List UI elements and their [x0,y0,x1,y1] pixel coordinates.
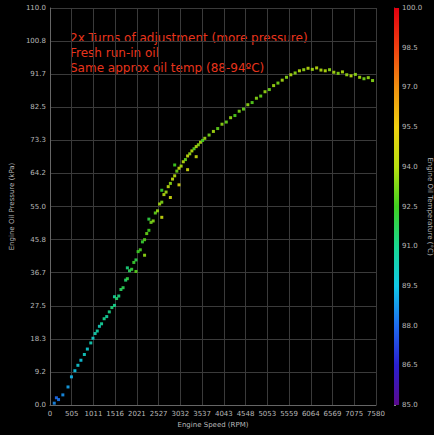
svg-text:100.0: 100.0 [402,4,422,12]
svg-text:85.0: 85.0 [402,401,418,409]
svg-text:505: 505 [65,410,78,418]
svg-text:7075: 7075 [345,410,363,418]
svg-text:2x Turns of adjustment (more p: 2x Turns of adjustment (more pressure) [70,31,308,45]
svg-text:3537: 3537 [193,410,211,418]
svg-text:0.0: 0.0 [35,401,46,409]
svg-text:Engine Speed (RPM): Engine Speed (RPM) [177,421,248,429]
svg-text:94.0: 94.0 [402,163,418,171]
svg-text:18.3: 18.3 [30,335,46,343]
svg-text:91.0: 91.0 [402,242,418,250]
svg-text:97.0: 97.0 [402,83,418,91]
svg-text:82.5: 82.5 [30,103,46,111]
svg-text:92.5: 92.5 [402,203,418,211]
svg-text:4548: 4548 [237,410,255,418]
svg-text:6569: 6569 [324,410,342,418]
svg-text:Engine Oil Pressure (kPa): Engine Oil Pressure (kPa) [8,162,16,250]
svg-text:36.7: 36.7 [30,269,46,277]
svg-text:1516: 1516 [106,410,124,418]
svg-text:9.2: 9.2 [35,368,46,376]
svg-text:45.8: 45.8 [30,236,46,244]
svg-text:100.8: 100.8 [26,37,46,45]
svg-text:Fresh run-in oil: Fresh run-in oil [70,46,159,60]
svg-text:98.5: 98.5 [402,44,418,52]
svg-text:110.0: 110.0 [26,4,46,12]
svg-text:4043: 4043 [215,410,233,418]
svg-text:73.3: 73.3 [30,136,46,144]
svg-text:86.5: 86.5 [402,361,418,369]
svg-text:3032: 3032 [171,410,189,418]
svg-text:64.2: 64.2 [30,169,46,177]
svg-text:88.0: 88.0 [402,322,418,330]
svg-text:2527: 2527 [150,410,168,418]
svg-text:6064: 6064 [302,410,320,418]
svg-text:95.5: 95.5 [402,123,418,131]
svg-text:Engine Oil Temperature (°C): Engine Oil Temperature (°C) [426,157,434,256]
svg-text:1011: 1011 [85,410,103,418]
svg-text:Same approx oil temp (88-94ºC): Same approx oil temp (88-94ºC) [70,61,264,75]
svg-text:5559: 5559 [280,410,298,418]
svg-text:0: 0 [48,410,52,418]
svg-text:5053: 5053 [258,410,276,418]
svg-text:7580: 7580 [367,410,385,418]
svg-text:91.7: 91.7 [30,70,46,78]
svg-text:27.5: 27.5 [30,302,46,310]
svg-text:55.0: 55.0 [30,203,46,211]
svg-text:2021: 2021 [128,410,146,418]
svg-text:89.5: 89.5 [402,282,418,290]
